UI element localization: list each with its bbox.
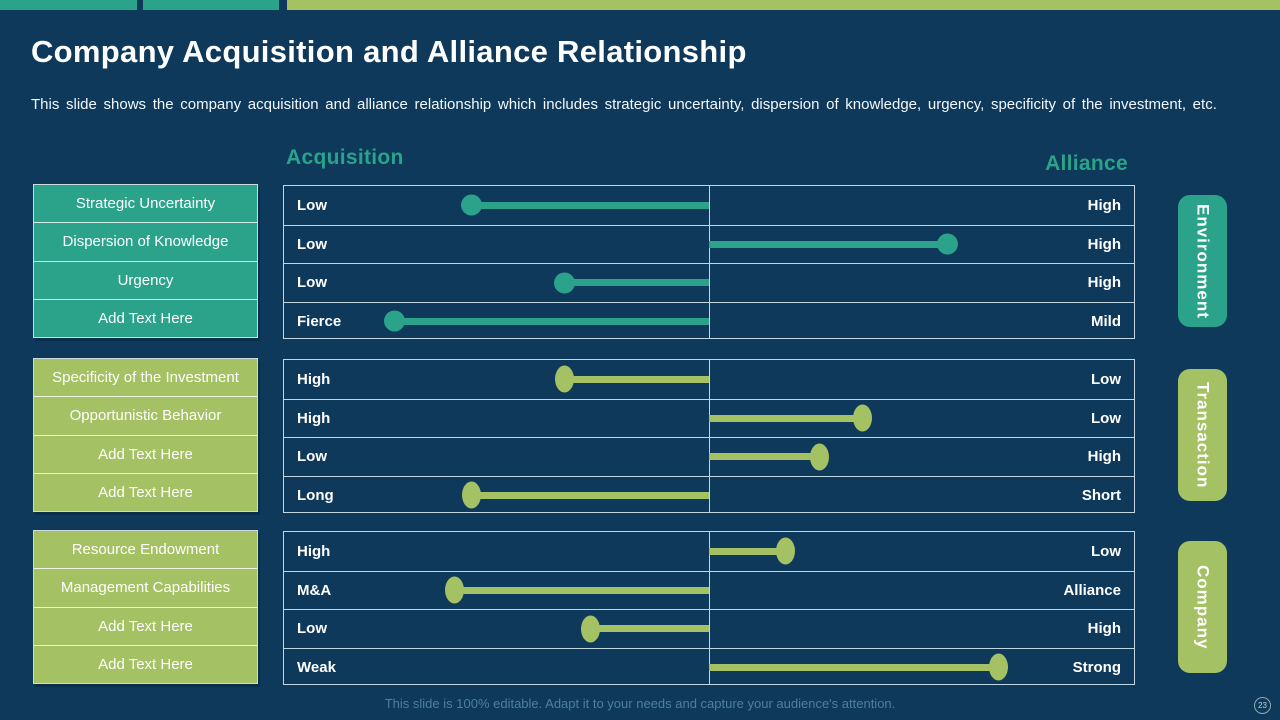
row-right-value: Low bbox=[1091, 370, 1121, 388]
accent-segment-olive bbox=[287, 0, 1280, 10]
category-label[interactable]: Resource Endowment bbox=[34, 531, 257, 570]
slider-dot[interactable] bbox=[852, 404, 872, 432]
category-label[interactable]: Add Text Here bbox=[34, 435, 257, 474]
footer-note: This slide is 100% editable. Adapt it to… bbox=[384, 696, 896, 711]
table-middle-divider bbox=[708, 186, 710, 338]
slider-bar bbox=[394, 317, 709, 325]
row-right-value: High bbox=[1087, 196, 1121, 214]
row-left-value: High bbox=[297, 370, 331, 388]
slider-dot[interactable] bbox=[580, 615, 600, 643]
row-right-value: High bbox=[1087, 448, 1121, 466]
row-right-value: Low bbox=[1091, 542, 1121, 560]
group-tab-environment: Environment bbox=[1178, 195, 1227, 327]
slider-dot[interactable] bbox=[775, 537, 795, 565]
slider-dot[interactable] bbox=[444, 576, 464, 604]
comparison-table: Low High Low High Low High Fierce Mild bbox=[283, 185, 1135, 339]
slider-dot[interactable] bbox=[555, 365, 574, 393]
page-title: Company Acquisition and Alliance Relatio… bbox=[31, 34, 747, 69]
table-row: High Low bbox=[284, 398, 1134, 438]
slider-bar bbox=[709, 663, 998, 671]
slider-dot[interactable] bbox=[461, 481, 481, 509]
table-row: Low High bbox=[284, 437, 1134, 476]
table-row: Low High bbox=[284, 609, 1134, 648]
slider-dot[interactable] bbox=[554, 272, 575, 294]
column-header-alliance: Alliance bbox=[1045, 152, 1128, 175]
category-label[interactable]: Specificity of the Investment bbox=[34, 359, 257, 398]
column-header-acquisition: Acquisition bbox=[286, 146, 404, 169]
slider-dot[interactable] bbox=[810, 443, 829, 471]
row-right-value: High bbox=[1087, 620, 1121, 638]
table-row: Weak Strong bbox=[284, 647, 1134, 687]
table-middle-divider bbox=[708, 532, 710, 684]
row-left-value: Long bbox=[297, 486, 334, 504]
slider-bar bbox=[471, 201, 709, 209]
row-right-value: Alliance bbox=[1063, 581, 1121, 599]
row-right-value: Low bbox=[1091, 409, 1121, 427]
comparison-table: High Low M&A Alliance Low High Weak Strong bbox=[283, 531, 1135, 685]
table-row: Fierce Mild bbox=[284, 301, 1134, 341]
slider-dot[interactable] bbox=[460, 194, 482, 216]
group-tab-company: Company bbox=[1178, 541, 1227, 673]
table-row: High Low bbox=[284, 532, 1134, 571]
category-label[interactable]: Management Capabilities bbox=[34, 569, 257, 608]
comparison-table: High Low High Low Low High Long Short bbox=[283, 359, 1135, 513]
row-left-value: M&A bbox=[297, 581, 332, 599]
category-label-column: Specificity of the Investment Opportunist… bbox=[33, 358, 258, 512]
accent-segment-teal-2 bbox=[143, 0, 279, 10]
category-label[interactable]: Add Text Here bbox=[34, 299, 257, 337]
row-left-value: Low bbox=[297, 196, 327, 214]
table-middle-divider bbox=[708, 360, 710, 512]
category-label[interactable]: Urgency bbox=[34, 261, 257, 300]
slider-bar bbox=[564, 375, 709, 383]
row-right-value: High bbox=[1087, 235, 1121, 253]
table-row: Long Short bbox=[284, 475, 1134, 515]
row-right-value: Strong bbox=[1072, 658, 1121, 676]
category-label-column: Resource Endowment Management Capabilitie… bbox=[33, 530, 258, 684]
table-row: Low High bbox=[284, 224, 1134, 264]
page-number-badge: 23 bbox=[1254, 697, 1271, 714]
page-number: 23 bbox=[1258, 701, 1267, 710]
table-row: Low High bbox=[284, 186, 1134, 225]
category-label[interactable]: Dispersion of Knowledge bbox=[34, 223, 257, 262]
row-right-value: Mild bbox=[1091, 312, 1121, 330]
row-left-value: Low bbox=[297, 448, 327, 466]
accent-segment-teal-1 bbox=[0, 0, 137, 10]
category-label[interactable]: Add Text Here bbox=[34, 607, 257, 646]
slider-bar bbox=[471, 491, 709, 499]
category-label[interactable]: Add Text Here bbox=[34, 645, 257, 683]
table-row: High Low bbox=[284, 360, 1134, 399]
slider-bar bbox=[709, 547, 786, 555]
row-left-value: Low bbox=[297, 620, 327, 638]
slider-bar bbox=[564, 279, 709, 287]
table-row: M&A Alliance bbox=[284, 570, 1134, 610]
row-left-value: High bbox=[297, 542, 331, 560]
row-left-value: Fierce bbox=[297, 312, 342, 330]
category-label-column: Strategic Uncertainty Dispersion of Knowl… bbox=[33, 184, 258, 338]
row-left-value: Low bbox=[297, 274, 327, 292]
slider-dot[interactable] bbox=[988, 653, 1008, 681]
row-left-value: High bbox=[297, 409, 331, 427]
row-right-value: High bbox=[1087, 274, 1121, 292]
group-tab-transaction: Transaction bbox=[1178, 369, 1227, 501]
slider-bar bbox=[709, 240, 947, 248]
slider-dot[interactable] bbox=[936, 233, 958, 255]
row-left-value: Low bbox=[297, 235, 327, 253]
slider-bar bbox=[590, 625, 709, 633]
table-row: Low High bbox=[284, 263, 1134, 302]
slider-bar bbox=[709, 414, 862, 422]
category-label[interactable]: Opportunistic Behavior bbox=[34, 397, 257, 436]
slider-bar bbox=[709, 453, 820, 461]
row-left-value: Weak bbox=[297, 658, 336, 676]
slider-bar bbox=[454, 586, 709, 594]
category-label[interactable]: Add Text Here bbox=[34, 473, 257, 511]
slider-dot[interactable] bbox=[383, 310, 405, 332]
slide-subtitle: This slide shows the company acquisition… bbox=[31, 96, 1217, 113]
row-right-value: Short bbox=[1081, 486, 1121, 504]
category-label[interactable]: Strategic Uncertainty bbox=[34, 185, 257, 224]
top-accent-bar bbox=[0, 0, 1280, 10]
